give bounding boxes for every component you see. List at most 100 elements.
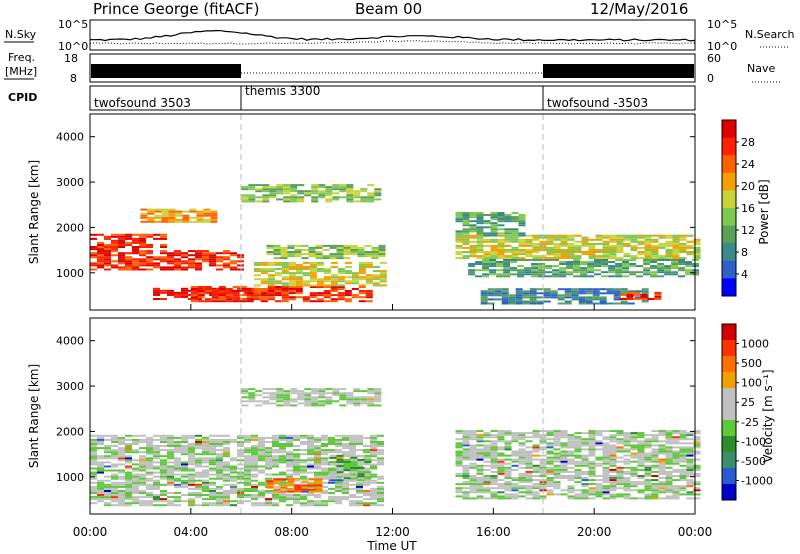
data-cell [328, 438, 335, 441]
data-cell [637, 440, 645, 443]
data-cell [241, 188, 249, 191]
data-cell [332, 394, 340, 397]
data-cell [644, 242, 652, 245]
data-cell [343, 257, 351, 260]
data-cell [504, 440, 512, 443]
data-cell [342, 490, 349, 492]
data-cell [672, 446, 680, 449]
data-cell [267, 280, 275, 283]
data-cell [469, 456, 477, 459]
data-cell [335, 498, 342, 501]
data-cell [469, 464, 477, 467]
data-cell [153, 504, 160, 507]
data-cell [255, 394, 263, 397]
data-cell [335, 487, 342, 490]
data-cell [592, 290, 600, 293]
data-cell [342, 485, 349, 488]
data-cell [356, 434, 363, 437]
data-cell [644, 464, 652, 467]
data-cell [609, 464, 617, 467]
data-cell [202, 254, 209, 257]
data-cell [574, 444, 582, 447]
data-cell [167, 457, 174, 460]
data-cell [295, 272, 303, 275]
data-cell [346, 184, 354, 187]
data-cell [244, 467, 251, 470]
data-cell [539, 436, 547, 439]
data-cell [601, 259, 609, 261]
data-cell [679, 485, 687, 488]
data-cell [511, 434, 519, 437]
data-cell [300, 461, 307, 464]
data-cell [223, 438, 230, 441]
data-cell [482, 267, 490, 270]
data-cell [483, 253, 491, 256]
data-cell [335, 500, 342, 503]
data-cell [476, 489, 484, 492]
data-cell [125, 498, 132, 501]
data-cell [167, 252, 174, 255]
data-cell [104, 492, 111, 494]
data-cell [276, 190, 284, 193]
data-cell [188, 453, 195, 456]
data-cell [349, 487, 356, 490]
data-cell [230, 479, 237, 482]
data-cell [462, 246, 470, 249]
data-cell [616, 238, 624, 241]
colorbar-tick-label: 1000 [741, 338, 769, 351]
data-cell [644, 234, 652, 237]
data-cell [559, 269, 567, 272]
data-cell [531, 267, 539, 270]
data-cell [364, 456, 372, 459]
data-cell [260, 294, 268, 297]
data-cell [559, 263, 567, 265]
data-cell [188, 494, 195, 496]
data-cell [342, 436, 349, 439]
data-cell [609, 434, 617, 437]
data-cell [482, 269, 490, 272]
data-cell [244, 465, 251, 468]
data-cell [377, 451, 384, 454]
data-cell [560, 436, 568, 439]
data-cell [462, 456, 470, 459]
data-cell [349, 445, 356, 447]
data-cell [356, 485, 363, 488]
data-cell [356, 500, 363, 503]
data-cell [637, 489, 645, 492]
data-cell [657, 259, 665, 261]
data-cell [693, 481, 701, 484]
data-cell [188, 266, 195, 269]
data-cell [125, 481, 132, 484]
data-cell [490, 216, 498, 219]
data-cell [483, 479, 491, 482]
data-cell [581, 477, 589, 479]
data-cell [685, 263, 693, 265]
data-cell [538, 269, 546, 272]
data-cell [223, 434, 230, 437]
data-cell [274, 292, 282, 295]
data-cell [281, 286, 289, 288]
data-cell [616, 495, 624, 498]
data-cell [475, 263, 483, 265]
data-cell [546, 458, 554, 461]
data-cell [293, 453, 300, 456]
data-cell [211, 296, 219, 299]
data-cell [587, 265, 595, 268]
data-cell [665, 242, 673, 245]
data-cell [253, 263, 261, 266]
cpid-segment-3: twofsound -3503 [547, 96, 648, 110]
data-cell [665, 456, 673, 459]
data-cell [693, 436, 701, 439]
data-cell [531, 271, 539, 274]
data-cell [330, 286, 338, 288]
data-cell [525, 462, 533, 465]
data-cell [293, 455, 300, 458]
data-cell [195, 504, 202, 507]
data-cell [588, 489, 596, 492]
data-cell [511, 249, 519, 251]
data-cell [181, 449, 188, 452]
data-cell [504, 257, 512, 260]
data-cell [335, 443, 342, 445]
data-cell [210, 210, 218, 213]
data-cell [356, 502, 363, 505]
